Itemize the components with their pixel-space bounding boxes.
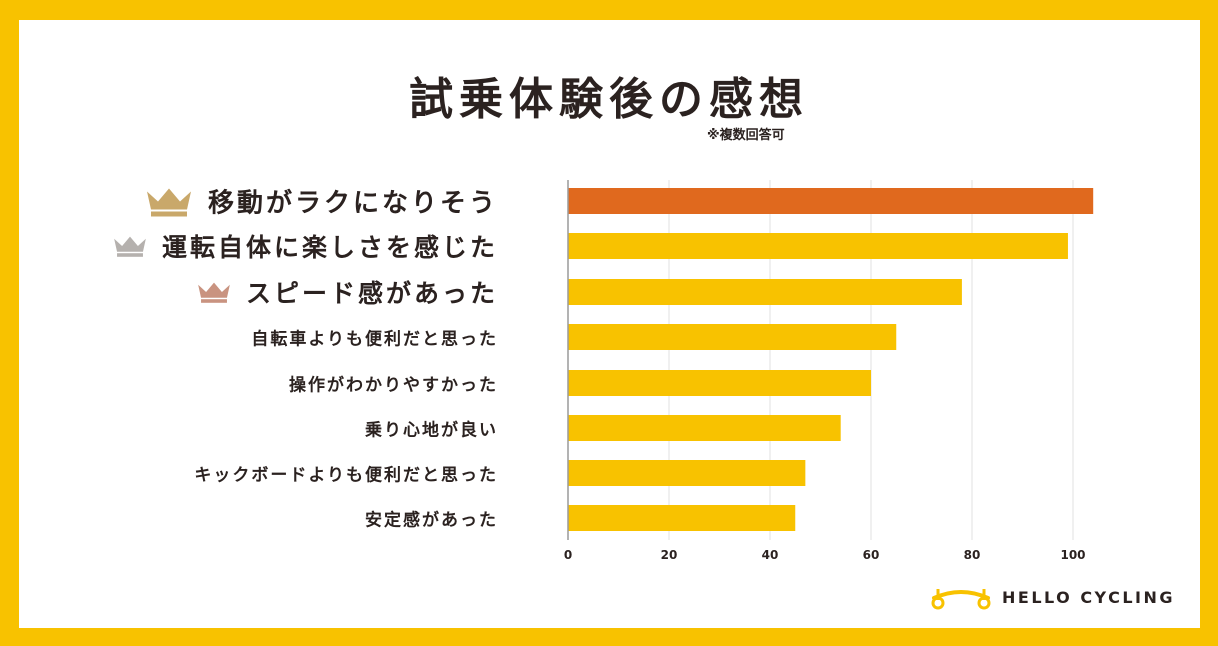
x-tick-label: 100 — [1060, 548, 1085, 562]
bar — [568, 505, 796, 531]
gold-crown-icon — [146, 188, 191, 216]
category-label: キックボードよりも便利だと思った — [194, 461, 498, 486]
bicycle-logo-icon — [931, 589, 991, 610]
category-label-text: 運転自体に楽しさを感じた — [161, 233, 498, 262]
category-label-text: 安定感があった — [365, 510, 498, 531]
brand-logo: HELLO CYCLING — [930, 584, 1175, 610]
bar — [568, 188, 1094, 214]
silver-crown-icon — [114, 236, 146, 257]
page-title: 試乗体験後の感想 — [409, 74, 809, 125]
bar — [568, 370, 871, 396]
category-label: スピード感があった — [196, 274, 498, 310]
category-label-text: 乗り心地が良い — [365, 420, 498, 441]
x-tick-label: 40 — [762, 548, 779, 562]
bar — [568, 324, 897, 350]
bar — [568, 233, 1068, 259]
multiple-answer-note: ※複数回答可 — [707, 128, 785, 143]
category-label: 操作がわかりやすかった — [289, 371, 498, 396]
category-label: 移動がラクになりそう — [144, 183, 498, 220]
category-label: 乗り心地が良い — [365, 416, 498, 441]
category-label-text: スピード感があった — [245, 279, 498, 308]
category-label-text: 操作がわかりやすかった — [289, 375, 498, 396]
brand-name: HELLO CYCLING — [1002, 587, 1175, 607]
category-label-text: 自転車よりも便利だと思った — [251, 329, 498, 350]
bar — [568, 415, 841, 441]
x-tick-label: 0 — [564, 548, 572, 562]
x-tick-label: 80 — [964, 548, 981, 562]
category-label-text: キックボードよりも便利だと思った — [194, 465, 498, 486]
category-label-text: 移動がラクになりそう — [207, 188, 498, 219]
bar — [568, 460, 806, 486]
category-label: 自転車よりも便利だと思った — [251, 325, 498, 350]
bar — [568, 279, 962, 305]
x-tick-label: 20 — [661, 548, 678, 562]
x-tick-label: 60 — [863, 548, 880, 562]
category-label: 運転自体に楽しさを感じた — [112, 228, 498, 264]
bronze-crown-icon — [198, 282, 230, 303]
category-label: 安定感があった — [365, 506, 498, 531]
